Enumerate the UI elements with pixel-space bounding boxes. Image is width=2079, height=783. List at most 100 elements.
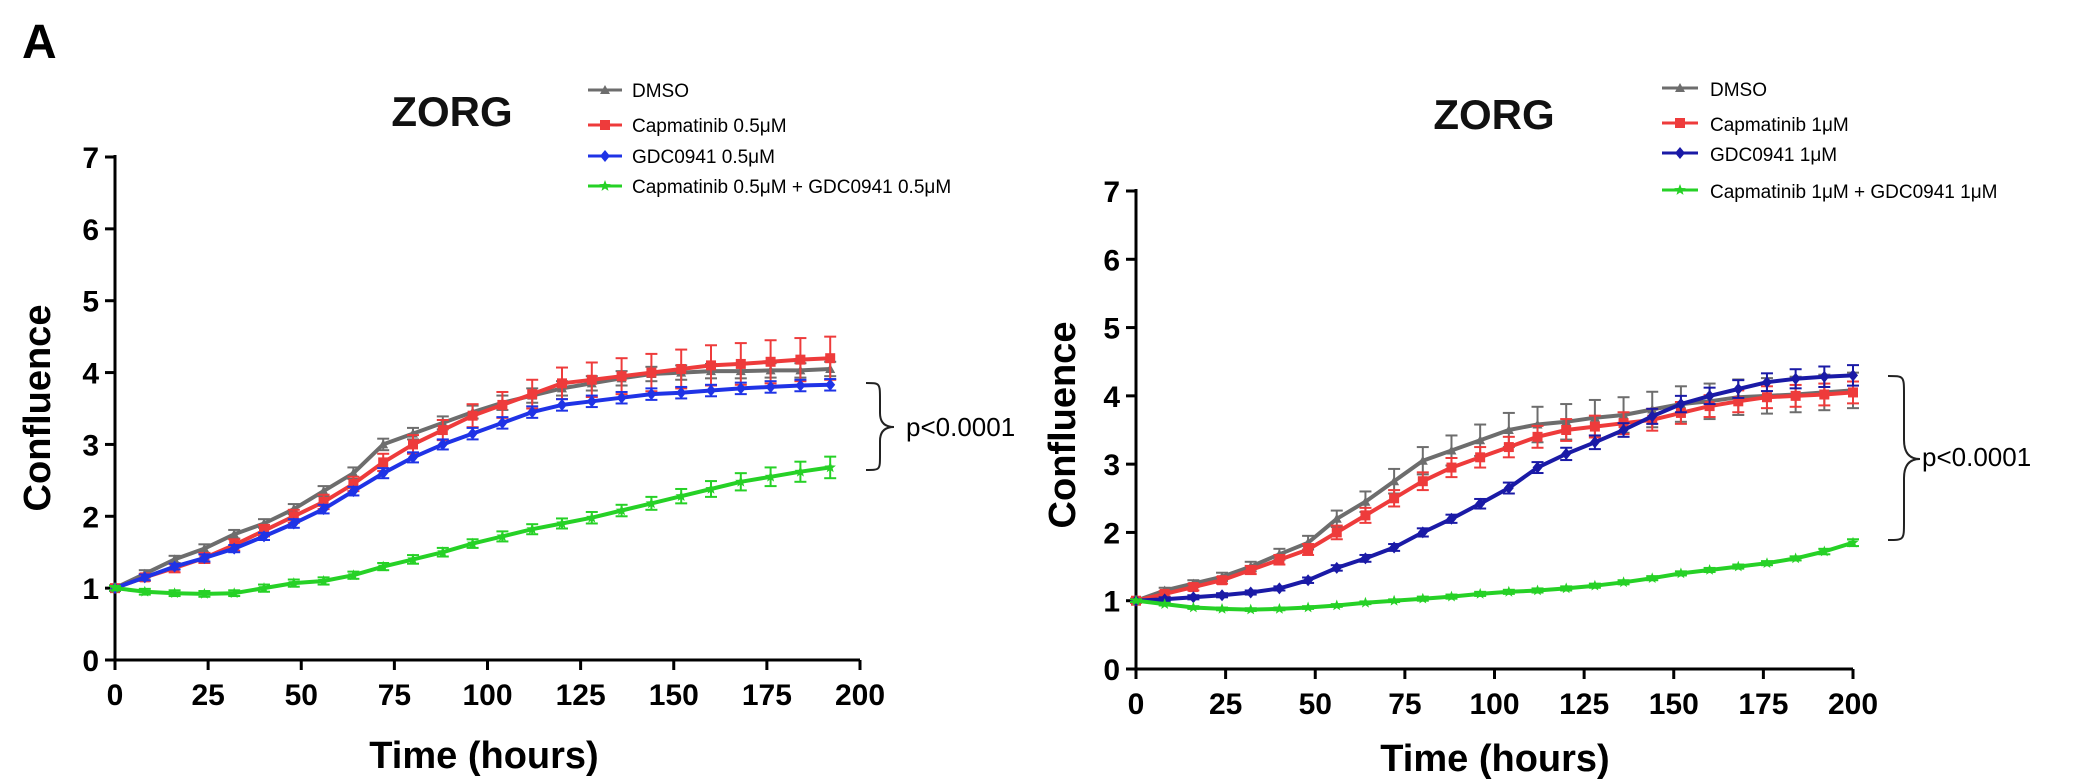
p-value-annotation: p<0.0001 [906,412,1015,442]
data-point [1589,421,1600,432]
data-point [348,468,359,478]
data-point [616,391,627,404]
x-axis-label: Time (hours) [1380,738,1609,780]
data-point [1331,527,1342,538]
data-point [1245,586,1256,599]
data-point [437,438,448,451]
data-point [1417,476,1428,487]
y-tick-label: 5 [1103,313,1120,346]
data-point [824,461,836,473]
series-line [114,465,831,596]
legend-swatch-marker [599,180,611,191]
data-point [1475,435,1486,445]
y-tick-label: 2 [1103,517,1120,550]
data-point [467,427,478,440]
legend-item-2: GDC0941 0.5μM [588,147,775,168]
data-point [1789,552,1802,564]
data-point [317,575,330,586]
data-point [1617,576,1630,588]
data-point [765,380,776,393]
series-line [1135,540,1854,612]
data-point [1360,510,1371,521]
y-tick-label: 1 [82,573,99,606]
legend-swatch-marker [1674,184,1686,195]
data-point [466,537,479,549]
x-tick-label: 175 [1738,688,1788,721]
x-tick-label: 25 [191,679,224,712]
data-point [676,363,687,374]
y-tick-label: 1 [1103,586,1120,619]
x-tick-label: 25 [1209,688,1242,721]
data-point [497,416,508,429]
legend-swatch-marker [1675,118,1685,128]
data-point [1647,410,1658,423]
data-point [228,587,240,598]
data-point [1446,462,1457,473]
y-tick-label: 3 [1103,449,1120,482]
data-point [1532,461,1543,474]
data-point [288,577,300,588]
legend-label: Capmatinib 0.5μM [632,116,787,137]
data-point [437,425,448,436]
data-point [616,371,627,382]
series-2 [1130,364,1859,607]
data-point [347,569,360,581]
data-point [1561,425,1572,435]
plot-area: 0 1 2 3 4 5 6 7 0 25 50 75 100 125 150 175 200 [82,142,885,712]
y-tick-label: 6 [82,214,99,247]
x-tick-label: 50 [285,679,318,712]
data-point [229,529,240,539]
data-point [377,560,389,572]
data-point [407,553,419,565]
data-point [1848,369,1858,382]
data-point [259,530,269,543]
data-point [1188,591,1199,604]
panel-label: A [22,16,57,69]
data-point [1303,544,1314,555]
data-point [526,523,538,535]
series-1 [1130,380,1859,606]
data-point [1446,512,1457,525]
x-tick-label: 150 [649,679,699,712]
data-point [1560,582,1572,594]
chart-title: ZORG [391,88,512,135]
data-point [1159,598,1171,609]
legend-item-3: Capmatinib 1μM + GDC0941 1μM [1662,182,1998,203]
data-point [586,374,597,385]
data-point [735,475,747,487]
data-point [1417,526,1428,539]
data-point [378,457,389,468]
legend: DMSO Capmatinib 1μM GDC0941 1μM Capmatin… [1662,80,1998,203]
legend-swatch-marker [1675,147,1685,159]
data-point [1217,589,1228,602]
data-point [1503,585,1515,597]
y-tick-label: 2 [82,501,99,534]
x-tick-label: 125 [1559,688,1609,721]
data-point [1847,536,1859,548]
legend-swatch-marker [600,85,610,94]
data-point [825,353,836,364]
chart-right: ZORG DMSO Capmatinib 1μM GDC0941 1μM Cap… [1042,80,2031,780]
data-point [1389,541,1400,554]
data-point [1675,567,1687,579]
data-point [497,399,508,410]
data-point [139,585,151,597]
data-point [1761,376,1772,389]
data-point [1503,482,1514,495]
y-axis-label: Confluence [17,305,59,512]
data-point [318,486,329,496]
data-point [825,378,836,391]
data-point [1733,383,1744,396]
data-point [1675,398,1686,411]
data-point [795,354,806,365]
y-tick-label: 3 [82,429,99,462]
legend-item-1: Capmatinib 0.5μM [588,116,787,137]
series-3 [1130,536,1859,615]
x-tick-label: 125 [556,679,606,712]
series-0 [109,360,837,593]
data-point [586,511,598,523]
series-3 [109,455,837,599]
data-point [1848,387,1858,398]
legend-label: Capmatinib 0.5μM + GDC0941 0.5μM [632,177,951,198]
legend-item-0: DMSO [1662,80,1767,101]
